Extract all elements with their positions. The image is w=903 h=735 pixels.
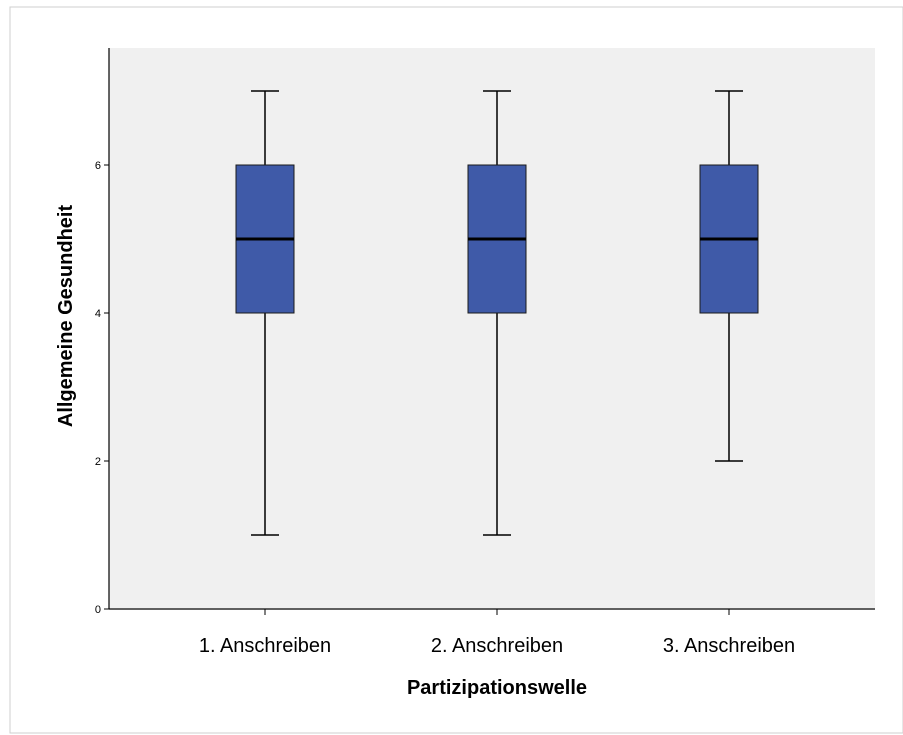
x-axis-title: Partizipationswelle — [407, 677, 587, 699]
plot-area — [109, 48, 875, 608]
y-tick-label: 4 — [95, 308, 101, 320]
y-axis-title: Allgemeine Gesundheit — [55, 205, 77, 428]
y-tick-label: 0 — [95, 604, 101, 616]
x-tick-label: 2. Anschreiben — [431, 635, 563, 657]
x-tick-label: 3. Anschreiben — [663, 635, 795, 657]
y-tick-label: 6 — [95, 160, 101, 172]
x-tick-label: 1. Anschreiben — [199, 635, 331, 657]
y-tick-label: 2 — [95, 456, 101, 468]
